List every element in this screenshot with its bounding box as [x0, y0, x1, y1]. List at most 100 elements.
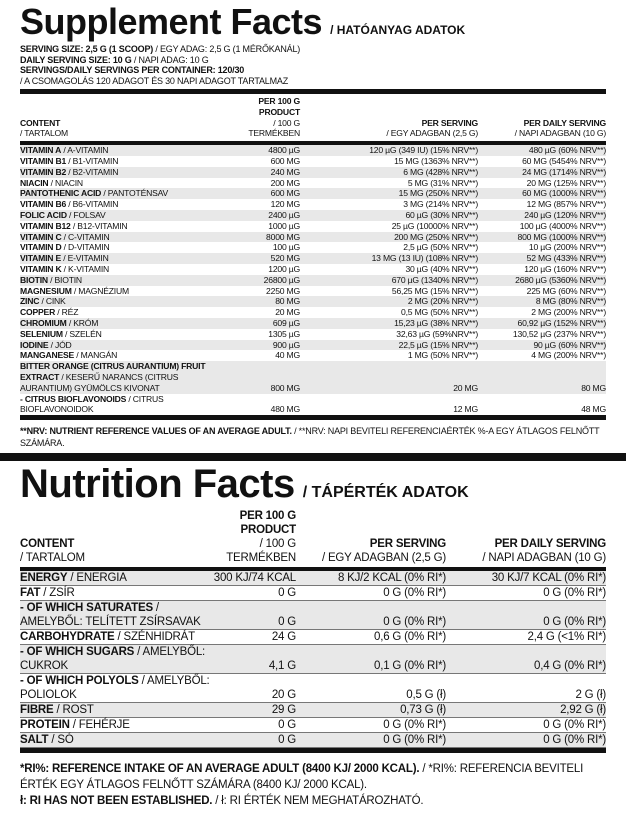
value-cell: 80 MG — [581, 382, 606, 393]
name: MANGANESE — [20, 350, 75, 361]
line: / A CSOMAGOLÁS 120 ADAGOT ÉS 30 NAPI ADA… — [20, 76, 606, 87]
name-cell: COPPER / RÉZ — [20, 307, 225, 318]
bold-text: DAILY SERVING SIZE: 10 G — [20, 54, 132, 65]
line: DAILY SERVING SIZE: 10 G / NAPI ADAG: 10… — [20, 55, 606, 66]
name-alt: / CITRUS BIOFLAVONOIDOK — [20, 393, 164, 415]
table-row: VITAMIN K / K-VITAMIN 1200 µG 30 µG (40% N… — [20, 264, 606, 275]
name: SELENIUM — [20, 328, 63, 339]
name-cell: - CITRUS BIOFLAVONOIDS / CITRUS BIOFLAVO… — [20, 394, 225, 416]
value-cell: 10 µG (200% NRV**) — [528, 242, 606, 253]
value-cell: 1 MG (50% NRV**) — [407, 350, 478, 361]
value-cell: 100 µG (4000% NRV**) — [519, 220, 607, 231]
value-cell: 0,5 MG (50% NRV**) — [401, 307, 478, 318]
value-cell: 56,25 MG (15% NRV**) — [391, 285, 478, 296]
name: VITAMIN B1 — [20, 155, 67, 166]
table-row: VITAMIN C / C-VITAMIN 8000 MG 200 MG (250%… — [20, 231, 606, 243]
table-row: VITAMIN B12 / B12-VITAMIN 1000 µG 25 µG (1… — [20, 221, 606, 232]
value-cell: 240 MG — [270, 166, 301, 177]
name: ZINC — [20, 296, 40, 307]
value-cell: 100 µG — [272, 242, 300, 253]
value-cell: 0 G — [278, 719, 296, 732]
value-cell: 0,5 G (ł) — [406, 689, 446, 702]
value-cell: 1000 µG — [268, 220, 300, 231]
table-header: CONTENT / TARTALOM PER 100 G PRODUCT/ 100 … — [20, 507, 606, 572]
name-cell: PANTOTHENIC ACID / PANTOTÉNSAV — [20, 188, 225, 199]
value-cell: 60 µG (30% NRV**) — [405, 209, 478, 220]
table-row: VITAMIN B1 / B1-VITAMIN 600 MG 15 MG (1363… — [20, 156, 606, 167]
value-cell: 480 MG — [270, 404, 301, 415]
value-cell: 120 MG — [270, 199, 301, 210]
text: / TARTALOM — [20, 128, 68, 139]
name-alt: / JÓD — [48, 339, 72, 350]
name-cell: CARBOHYDRATE / SZÉNHIDRÁT — [20, 630, 210, 644]
table-row: VITAMIN A / A-VITAMIN 4800 µG 120 µG (349 … — [20, 145, 606, 156]
name-alt: / B6-VITAMIN — [66, 199, 119, 210]
bold-text: PER SERVING — [369, 538, 446, 551]
name: VITAMIN E — [20, 253, 62, 264]
value-cell: 2680 µG (5360% NRV**) — [515, 274, 606, 285]
name: - OF WHICH SUGARS — [20, 646, 135, 659]
value-cell: 13 MG (13 IU) (108% NRV**) — [371, 253, 479, 264]
name-cell: FOLIC ACID / FOLSAV — [20, 210, 225, 221]
header-row: CONTENT / TARTALOM PER 100 G PRODUCT/ 100 … — [20, 94, 607, 146]
value-cell: 25 µG (10000% NRV**) — [391, 220, 479, 231]
header-cell: PER SERVING / EGY ADAGBAN (2,5 G) — [300, 118, 478, 140]
value-cell: 0 G — [278, 587, 296, 600]
name-alt: / AMELYBŐL: POLIOLOK — [20, 675, 210, 702]
name-alt: / KRÓM — [66, 317, 99, 328]
table-row: - CITRUS BIOFLAVONOIDS / CITRUS BIOFLAVO… — [20, 394, 606, 416]
value-cell: 900 µG — [272, 339, 300, 350]
value-cell: 520 MG — [270, 253, 301, 264]
name-cell: PROTEIN / FEHÉRJE — [20, 718, 210, 732]
name-alt: / SÓ — [48, 734, 74, 747]
value-cell: 15 MG (1363% NRV**) — [394, 155, 478, 166]
table-row: SELENIUM / SZELÉN 1305 µG 32,63 µG (59%NRV… — [20, 329, 606, 340]
name-cell: VITAMIN B2 / B2-VITAMIN — [20, 167, 225, 178]
bold-text: PER SERVING — [421, 117, 479, 128]
value-cell: 60 MG (5454% NRV**) — [522, 155, 606, 166]
footnotes: *RI%: REFERENCE INTAKE OF AN AVERAGE ADU… — [20, 753, 606, 813]
name-alt: / E-VITAMIN — [61, 253, 109, 264]
table-row: PROTEIN / FEHÉRJE 0 G 0 G (0% RI*) 0 G (0% … — [20, 718, 606, 734]
value-cell: 0 G (0% RI*) — [543, 719, 606, 732]
title-row: Supplement Facts / HATÓANYAG ADATOK — [20, 0, 606, 44]
text: / EGY ADAGBAN (2,5 G) — [386, 128, 478, 139]
text: / 100 G TERMÉKBEN — [248, 117, 300, 139]
table-row: VITAMIN B2 / B2-VITAMIN 240 MG 6 MG (428% … — [20, 166, 606, 178]
table-row: - OF WHICH SUGARS / AMELYBŐL: CUKROK 4,1 … — [20, 645, 606, 675]
value-cell: 15,23 µG (38% NRV**) — [394, 317, 478, 328]
value-cell: 30 µG (40% NRV**) — [405, 263, 478, 274]
value-cell: 0 G — [278, 616, 296, 629]
name-cell: - OF WHICH SATURATES / AMELYBŐL: TELÍTET… — [20, 601, 210, 629]
value-cell: 0 G (0% RI*) — [543, 616, 606, 629]
name-alt: / MAGNÉZIUM — [71, 285, 129, 296]
value-cell: 52 MG (433% NRV**) — [526, 253, 607, 264]
table-row: MANGANESE / MANGÁN 40 MG 1 MG (50% NRV**) 4… — [20, 350, 606, 361]
header-cell: CONTENT / TARTALOM — [20, 537, 210, 565]
name: IODINE — [20, 339, 49, 350]
name-cell: FIBRE / ROST — [20, 703, 210, 717]
name: VITAMIN D — [20, 242, 62, 253]
nutrition-facts: Nutrition Facts / TÁPÉRTÉK ADATOK CONTEN… — [20, 461, 606, 813]
name-cell: MANGANESE / MANGÁN — [20, 350, 225, 361]
name-alt: / KESERŰ NARANCS (CITRUS AURANTIUM) GYÜM… — [20, 371, 179, 393]
name-cell: MAGNESIUM / MAGNÉZIUM — [20, 286, 225, 297]
value-cell: 2,92 G (ł) — [560, 704, 606, 717]
name: CHROMIUM — [20, 317, 67, 328]
value-cell: 3 MG (214% NRV**) — [403, 199, 478, 210]
line: SERVING SIZE: 2,5 G (1 SCOOP) / EGY ADAG… — [20, 44, 606, 55]
value-cell: 15 MG (250% NRV**) — [398, 188, 479, 199]
name-cell: CHROMIUM / KRÓM — [20, 318, 225, 329]
header-cell: PER 100 G PRODUCT/ 100 G TERMÉKBEN — [225, 96, 300, 139]
name: VITAMIN B2 — [20, 166, 67, 177]
name: VITAMIN B6 — [20, 199, 67, 210]
supplement-facts: Supplement Facts / HATÓANYAG ADATOK SERV… — [20, 0, 606, 453]
name-cell: VITAMIN B12 / B12-VITAMIN — [20, 221, 225, 232]
value-cell: 20 MG (125% NRV**) — [526, 177, 607, 188]
table-row: VITAMIN E / E-VITAMIN 520 MG 13 MG (13 IU)… — [20, 253, 606, 264]
value-cell: 1305 µG — [268, 328, 300, 339]
name-alt: / SZELÉN — [62, 328, 102, 339]
value-cell: 800 MG (1000% NRV**) — [517, 231, 606, 242]
text: / NAPI ADAGBAN (10 G) — [514, 128, 607, 139]
title: Supplement Facts — [20, 1, 323, 42]
